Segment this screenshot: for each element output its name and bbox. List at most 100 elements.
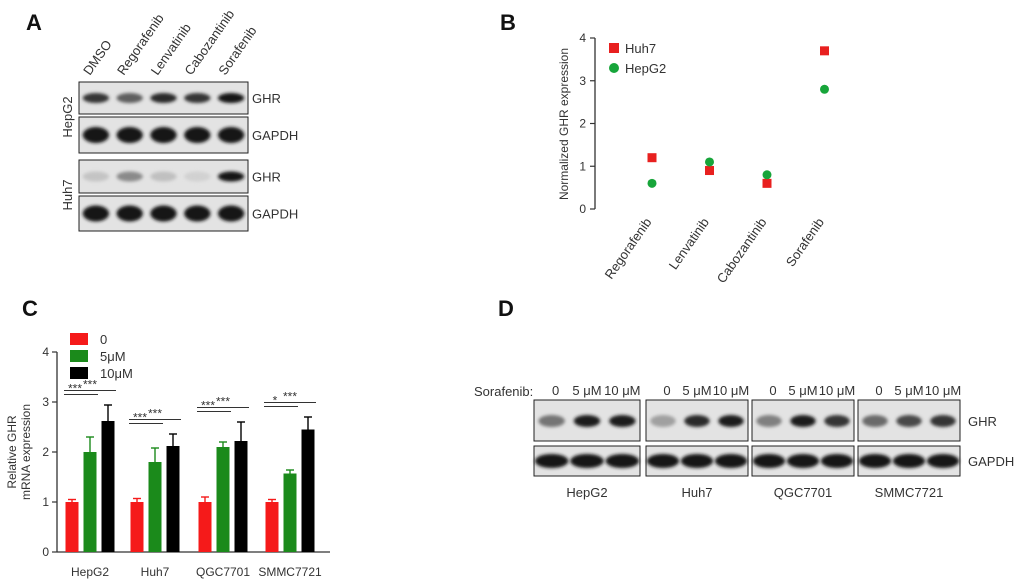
bar (83, 452, 97, 552)
panel-c: C 0 1 2 3 4 Relative GHR mRNA expression HepG2 H… (5, 296, 330, 579)
band (896, 415, 922, 427)
dose-label: 0 (769, 383, 776, 398)
cell-line-label: Huh7 (60, 179, 75, 210)
band (786, 454, 820, 468)
y-tick-label: 1 (42, 495, 49, 509)
panel-d-treatment-label: Sorafenib: (474, 384, 533, 399)
significance-label: *** (133, 411, 147, 425)
band (184, 93, 211, 103)
band (824, 415, 850, 427)
significance-label: *** (201, 399, 215, 413)
y-tick-label: 2 (42, 445, 49, 459)
y-tick-label: 0 (42, 545, 49, 559)
bar (283, 473, 297, 552)
bar (301, 429, 315, 552)
band (150, 205, 177, 222)
panel-a-letter: A (26, 10, 42, 35)
dose-label: 0 (875, 383, 882, 398)
lane-label: DMSO (80, 37, 115, 78)
bar (101, 421, 115, 552)
legend-marker-hepg2 (609, 63, 619, 73)
panel-a: A DMSO RegorafenibLenvatinibCabozantinibS… (26, 7, 298, 232)
panel-a-blots: GHR GAPDH GHR GAPDH HepG2 Huh7 (60, 81, 298, 232)
y-tick-label: 4 (579, 31, 586, 45)
point-hepg2 (820, 84, 829, 94)
dose-label: 5 μM (894, 383, 923, 398)
protein-label: GAPDH (252, 207, 298, 222)
x-tick-label: Sorafenib (783, 215, 827, 269)
band (605, 454, 640, 468)
band (534, 454, 569, 468)
protein-label: GAPDH (968, 454, 1014, 469)
point-huh7 (705, 166, 714, 176)
x-tick-label: Regorafenib (602, 215, 655, 282)
legend-label: 10μM (100, 366, 133, 381)
y-axis-title-line2: mRNA expression (19, 404, 33, 500)
panel-b: B 0 1 2 3 4 Normalized GHR expression Regorafe… (500, 10, 829, 286)
panel-b-letter: B (500, 10, 516, 35)
band (217, 93, 245, 103)
bar (198, 502, 212, 552)
dose-label: 0 (552, 383, 559, 398)
band (718, 415, 744, 427)
point-huh7 (647, 153, 657, 163)
band (150, 93, 177, 103)
legend-marker-huh7 (609, 43, 619, 53)
band (217, 127, 245, 143)
significance-label: *** (83, 378, 97, 392)
dose-label: 0 (663, 383, 670, 398)
band (116, 93, 143, 103)
dose-label: 5 μM (788, 383, 817, 398)
y-axis-title: Normalized GHR expression (557, 48, 571, 200)
bar (65, 502, 79, 552)
x-tick-label: Cabozantinib (714, 215, 770, 286)
panel-a-lane-labels: DMSO RegorafenibLenvatinibCabozantinibSor… (80, 7, 259, 78)
band (858, 454, 892, 468)
dose-label: 10 μM (604, 383, 640, 398)
dose-label: 5 μM (572, 383, 601, 398)
x-tick-label: SMMC7721 (258, 565, 322, 579)
band (862, 415, 888, 427)
band (650, 415, 676, 427)
significance-label: *** (216, 395, 230, 409)
dose-label: 5 μM (682, 383, 711, 398)
point-hepg2 (762, 170, 772, 180)
cell-line-label: HepG2 (566, 485, 607, 500)
significance-label: *** (68, 382, 82, 396)
cell-line-label: SMMC7721 (875, 485, 944, 500)
legend-label: HepG2 (625, 61, 666, 76)
band (116, 171, 143, 182)
y-tick-label: 4 (42, 345, 49, 359)
band (116, 205, 143, 222)
band (820, 454, 854, 468)
significance-label: * (273, 394, 278, 408)
y-axis-title-line1: Relative GHR (5, 415, 19, 489)
x-tick-label: Lenvatinib (666, 215, 712, 272)
y-tick-label: 2 (579, 117, 586, 131)
band (756, 415, 782, 427)
legend-label: Huh7 (625, 41, 656, 56)
legend-swatch (70, 367, 88, 379)
band (680, 454, 714, 468)
y-tick-label: 3 (579, 74, 586, 88)
legend-swatch (70, 350, 88, 362)
legend-swatch (70, 333, 88, 345)
band (184, 127, 211, 143)
band (930, 415, 956, 427)
band (217, 171, 245, 182)
band (184, 205, 211, 222)
x-tick-label: Huh7 (141, 565, 170, 579)
bar (166, 446, 180, 552)
bar (216, 447, 230, 552)
y-tick-label: 0 (579, 202, 586, 216)
band (82, 127, 110, 143)
x-tick-label: HepG2 (71, 565, 109, 579)
significance-label: *** (283, 390, 297, 404)
cell-line-label: HepG2 (60, 96, 75, 137)
point-huh7 (820, 46, 829, 56)
band (538, 415, 565, 427)
point-hepg2 (647, 178, 657, 188)
